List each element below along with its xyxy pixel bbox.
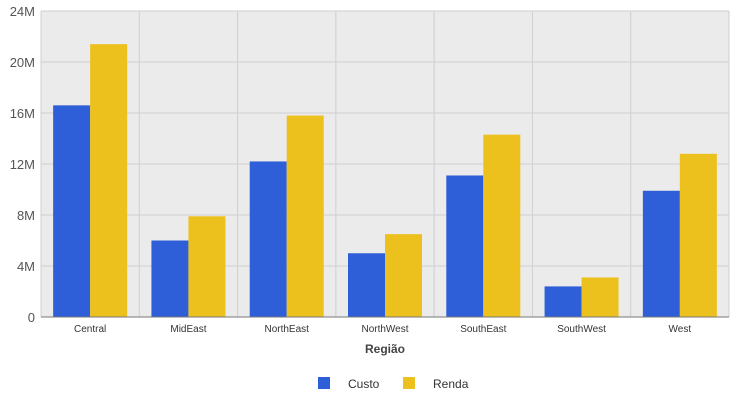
bar-custo-central[interactable] <box>53 105 91 317</box>
bar-renda-northeast[interactable] <box>286 115 324 317</box>
y-tick-label: 20M <box>10 55 35 70</box>
x-axis-ticks: Central MidEast NorthEast NorthWest SouthEas… <box>74 324 691 335</box>
legend-label-renda[interactable]: Renda <box>433 377 469 391</box>
legend-label-custo[interactable]: Custo <box>348 377 380 391</box>
bar-custo-northwest[interactable] <box>348 253 385 317</box>
bar-renda-mideast[interactable] <box>188 216 226 317</box>
bar-custo-southwest[interactable] <box>544 286 582 317</box>
grid-lines <box>40 10 730 317</box>
bar-custo-northeast[interactable] <box>249 161 287 317</box>
bar-renda-central[interactable] <box>90 44 128 318</box>
y-tick-label: 12M <box>10 157 35 172</box>
bar-renda-northwest[interactable] <box>385 234 422 317</box>
y-axis-ticks: 0 4M 8M 12M 16M 20M 24M <box>10 4 35 325</box>
y-tick-label: 16M <box>10 106 35 121</box>
bar-custo-mideast[interactable] <box>151 240 189 318</box>
legend: Custo Renda <box>318 377 469 391</box>
x-tick-label: SouthEast <box>460 324 506 335</box>
bar-custo-southeast[interactable] <box>446 175 484 317</box>
x-tick-label: SouthWest <box>557 324 606 335</box>
legend-swatch-renda[interactable] <box>403 377 415 389</box>
x-tick-label: MidEast <box>170 324 206 335</box>
x-tick-label: NorthEast <box>264 324 309 335</box>
bars <box>53 44 717 318</box>
y-tick-label: 24M <box>10 4 35 19</box>
x-tick-label: NorthWest <box>361 324 408 335</box>
y-tick-label: 4M <box>17 259 35 274</box>
bar-custo-west[interactable] <box>642 190 680 317</box>
bar-renda-southeast[interactable] <box>483 134 521 317</box>
y-tick-label: 8M <box>17 208 35 223</box>
x-tick-label: West <box>669 324 692 335</box>
x-axis-title: Região <box>365 342 405 356</box>
legend-swatch-custo[interactable] <box>318 377 330 389</box>
x-tick-label: Central <box>74 324 106 335</box>
bar-renda-southwest[interactable] <box>581 277 619 317</box>
bar-renda-west[interactable] <box>679 153 717 317</box>
y-tick-label: 0 <box>28 310 35 325</box>
